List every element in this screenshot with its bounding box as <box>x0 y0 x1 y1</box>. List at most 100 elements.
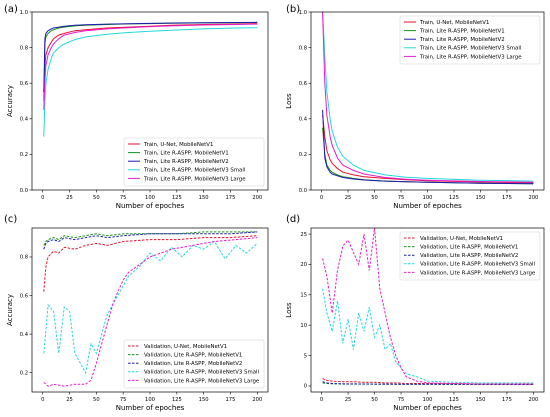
y-tick-label: 20 <box>300 262 307 268</box>
x-tick-label: 0 <box>320 397 323 403</box>
x-tick-label: 175 <box>226 397 236 403</box>
series-group <box>322 12 534 185</box>
x-tick-label: 0 <box>41 195 44 201</box>
series-line-validation-u-net-mobilenetv1 <box>43 235 258 292</box>
series-line-train-lite-r-aspp-mobilenetv2 <box>322 109 534 185</box>
legend-entry-validation-lite-r-aspp-mobilenetv2: Validation, Lite R-ASPP, MobileNetV2 <box>420 253 518 259</box>
y-tick-label: 0.2 <box>20 371 28 377</box>
y-tick-label: 10 <box>300 323 307 329</box>
x-tick-label: 125 <box>449 195 459 201</box>
x-tick-label: 150 <box>476 195 486 201</box>
y-tick-label: 0.8 <box>299 45 307 51</box>
x-axis-label: Number of epoches <box>116 404 185 412</box>
x-tick-label: 75 <box>120 195 127 201</box>
legend: Validation, U-Net, MobileNetV1 Validation… <box>399 231 541 281</box>
x-tick-label: 175 <box>502 397 512 403</box>
x-tick-label: 100 <box>145 195 155 201</box>
x-tick-label: 100 <box>423 397 433 403</box>
x-axis-label: Number of epoches <box>116 202 185 210</box>
y-tick-label: 0.4 <box>299 117 308 123</box>
x-tick-label: 175 <box>226 195 236 201</box>
legend-entry-train-lite-r-aspp-mobilenetv3-small: Train, Lite R-ASPP, MobileNetV3 Small <box>143 168 245 174</box>
y-tick-label: 0.2 <box>20 152 28 158</box>
series-line-validation-lite-r-aspp-mobilenetv1 <box>43 231 258 246</box>
x-tick-label: 50 <box>93 195 100 201</box>
series-line-train-lite-r-aspp-mobilenetv3-small <box>322 12 534 182</box>
x-axis-label: Number of epoches <box>393 202 462 210</box>
x-tick-label: 0 <box>320 195 323 201</box>
legend-entry-train-lite-r-aspp-mobilenetv1: Train, Lite R-ASPP, MobileNetV1 <box>143 151 229 157</box>
y-axis-label: Accuracy <box>6 294 14 326</box>
x-tick-label: 125 <box>172 195 182 201</box>
legend-entry-validation-u-net-mobilenetv1: Validation, U-Net, MobileNetV1 <box>420 236 503 242</box>
series-line-train-lite-r-aspp-mobilenetv3-large <box>43 23 258 110</box>
y-tick-label: 0.6 <box>20 81 28 87</box>
y-tick-label: 1.0 <box>20 10 28 16</box>
x-tick-label: 100 <box>423 195 433 201</box>
series-line-train-u-net-mobilenetv1 <box>322 115 534 184</box>
y-axis-label: Loss <box>285 93 293 109</box>
x-tick-label: 75 <box>398 195 405 201</box>
chart-panel-4: (d) 0 25 50 75 100 125 150 175 200 0 5 10 15 20 25 Numbe… <box>285 214 545 412</box>
y-tick-label: 0 <box>304 384 307 390</box>
x-tick-label: 200 <box>252 397 262 403</box>
legend-entry-train-u-net-mobilenetv1: Train, U-Net, MobileNetV1 <box>419 20 489 26</box>
x-tick-label: 75 <box>398 397 405 403</box>
legend: Train, U-Net, MobileNetV1 Train, Lite R-A… <box>399 15 541 65</box>
x-tick-label: 50 <box>371 195 378 201</box>
x-tick-label: 175 <box>502 195 512 201</box>
series-group <box>43 231 258 387</box>
legend-entry-validation-lite-r-aspp-mobilenetv1: Validation, Lite R-ASPP, MobileNetV1 <box>144 353 242 359</box>
legend-entry-train-lite-r-aspp-mobilenetv2: Train, Lite R-ASPP, MobileNetV2 <box>419 37 505 43</box>
chart-panel-1: (a) 0 25 50 75 100 125 150 175 200 0.0 0.2 0.4 0.6 0.8… <box>4 4 269 210</box>
x-tick-label: 150 <box>199 195 209 201</box>
series-line-train-lite-r-aspp-mobilenetv3-small <box>43 27 258 137</box>
y-tick-label: 0.8 <box>20 255 28 261</box>
legend-entry-train-lite-r-aspp-mobilenetv3-small: Train, Lite R-ASPP, MobileNetV3 Small <box>419 46 521 52</box>
x-tick-label: 25 <box>345 195 352 201</box>
series-group <box>43 21 258 137</box>
legend-entry-validation-lite-r-aspp-mobilenetv2: Validation, Lite R-ASPP, MobileNetV2 <box>144 361 242 367</box>
series-line-validation-lite-r-aspp-mobilenetv3-small <box>322 288 534 384</box>
series-group <box>322 228 534 385</box>
series-line-validation-lite-r-aspp-mobilenetv2 <box>43 231 258 250</box>
legend-box <box>399 15 541 65</box>
series-line-validation-lite-r-aspp-mobilenetv3-small <box>43 240 258 375</box>
panel-letter: (d) <box>286 214 300 225</box>
x-tick-label: 200 <box>528 195 538 201</box>
legend-entry-train-lite-r-aspp-mobilenetv3-large: Train, Lite R-ASPP, MobileNetV3 Large <box>143 176 246 182</box>
legend-entry-validation-lite-r-aspp-mobilenetv3-large: Validation, Lite R-ASPP, MobileNetV3 Lar… <box>420 270 536 276</box>
legend: Validation, U-Net, MobileNetV1 Validation… <box>123 339 265 389</box>
series-line-train-u-net-mobilenetv1 <box>43 23 258 93</box>
legend-entry-validation-u-net-mobilenetv1: Validation, U-Net, MobileNetV1 <box>144 344 227 350</box>
series-line-validation-lite-r-aspp-mobilenetv3-large <box>322 228 534 385</box>
y-tick-label: 1.0 <box>299 10 307 16</box>
x-tick-label: 25 <box>66 195 73 201</box>
series-line-validation-lite-r-aspp-mobilenetv3-large <box>43 237 258 387</box>
x-tick-label: 150 <box>199 397 209 403</box>
panel-letter: (b) <box>286 4 300 15</box>
panel-letter: (a) <box>4 4 18 15</box>
chart-panel-2: (b) 0 25 50 75 100 125 150 175 200 0.0 0.2 0.4 0.6 0.8… <box>285 4 545 210</box>
legend-entry-train-lite-r-aspp-mobilenetv2: Train, Lite R-ASPP, MobileNetV2 <box>143 159 229 165</box>
x-tick-label: 200 <box>252 195 262 201</box>
x-tick-label: 150 <box>476 397 486 403</box>
y-tick-label: 25 <box>300 232 307 238</box>
y-axis-label: Accuracy <box>6 85 14 117</box>
legend-entry-train-lite-r-aspp-mobilenetv1: Train, Lite R-ASPP, MobileNetV1 <box>419 29 505 35</box>
x-tick-label: 0 <box>41 397 44 403</box>
x-tick-label: 125 <box>449 397 459 403</box>
legend-box <box>399 231 541 281</box>
legend: Train, U-Net, MobileNetV1 Train, Lite R-A… <box>123 137 265 187</box>
y-tick-label: 0.4 <box>20 117 29 123</box>
series-line-train-lite-r-aspp-mobilenetv2 <box>43 21 258 93</box>
chart-panel-3: (c) 0 25 50 75 100 125 150 175 200 0.2 0.4 0.6 0.8 Num… <box>4 214 269 412</box>
x-tick-label: 25 <box>345 397 352 403</box>
y-tick-label: 0.6 <box>20 293 28 299</box>
series-line-validation-lite-r-aspp-mobilenetv2 <box>322 381 534 385</box>
legend-box <box>123 137 265 187</box>
y-tick-label: 0.2 <box>299 152 307 158</box>
y-tick-label: 5 <box>304 353 307 359</box>
series-line-train-lite-r-aspp-mobilenetv3-large <box>322 12 534 183</box>
legend-entry-train-lite-r-aspp-mobilenetv3-large: Train, Lite R-ASPP, MobileNetV3 Large <box>419 54 522 60</box>
